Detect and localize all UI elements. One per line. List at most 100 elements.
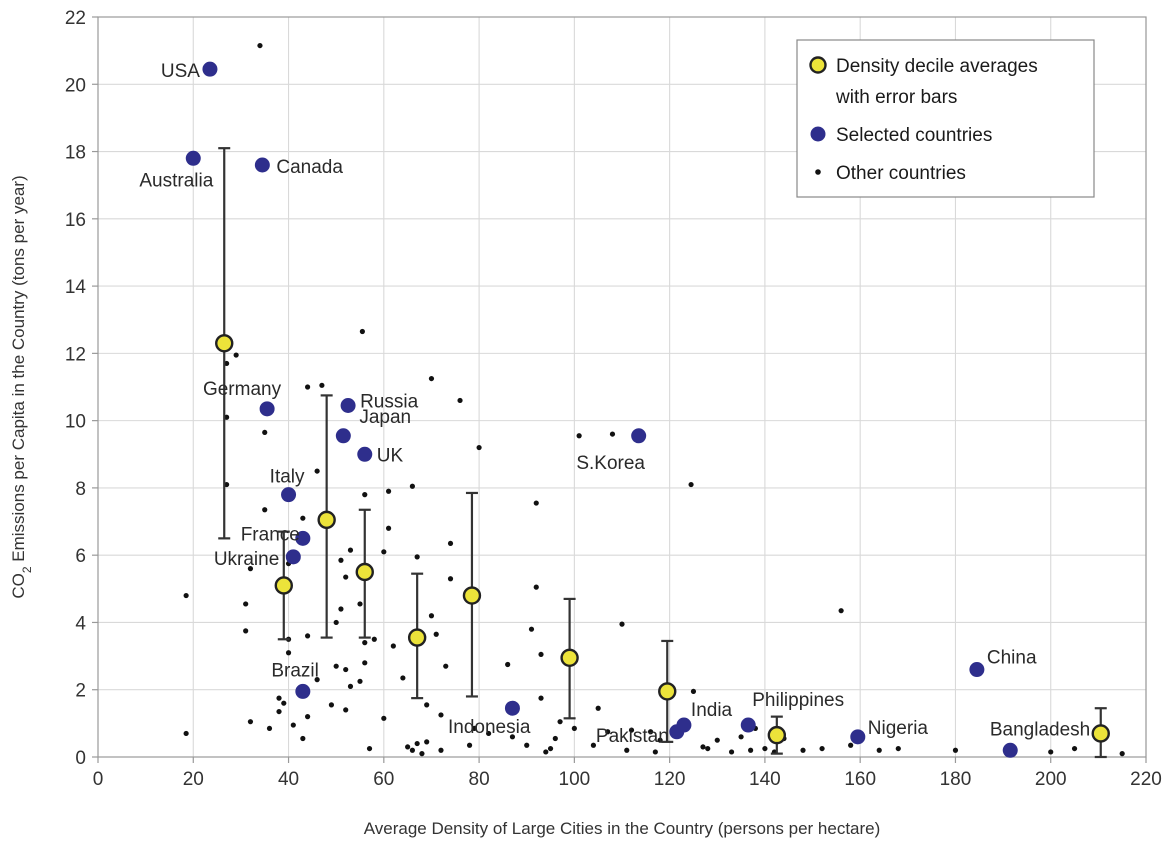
other-country-point [1071, 745, 1078, 752]
legend-decile-label-cont: with error bars [835, 87, 957, 108]
other-country-point [538, 695, 544, 701]
x-tick-label: 20 [183, 769, 204, 790]
selected-point-germany [259, 401, 275, 417]
other-country-point [343, 707, 349, 713]
other-country-point [183, 592, 189, 599]
y-tick-label: 0 [75, 748, 86, 769]
plot-border [97, 16, 1147, 758]
y-tick-label: 18 [65, 143, 86, 164]
other-country-point [848, 742, 854, 748]
other-country-point [362, 492, 368, 498]
other-country-point [385, 488, 392, 494]
other-country-point [381, 715, 387, 721]
other-country-point [524, 742, 530, 748]
other-country-point [183, 730, 189, 737]
other-country-point [571, 725, 577, 732]
x-tick-label: 220 [1130, 769, 1162, 790]
other-country-point [243, 628, 249, 634]
other-country-point [290, 722, 296, 728]
other-country-point [319, 382, 325, 388]
selected-point-france [295, 530, 311, 546]
other-country-point [414, 554, 420, 560]
other-country-point [343, 574, 349, 580]
other-country-point [738, 734, 744, 740]
other-country-point [328, 702, 335, 708]
other-country-point [688, 481, 694, 488]
y-tick-label: 16 [65, 210, 86, 231]
other-country-point [466, 742, 473, 748]
other-country-point [443, 663, 449, 669]
other-country-point [1048, 749, 1054, 755]
other-country-point [338, 606, 344, 612]
other-country-point [1119, 751, 1125, 757]
other-country-point [876, 747, 882, 753]
y-tick-label: 4 [75, 613, 86, 634]
decile-average-point [407, 628, 427, 647]
other-country-point [257, 42, 263, 49]
other-country-point [533, 584, 539, 590]
other-country-point [419, 751, 425, 757]
other-country-point [362, 660, 368, 666]
other-country-point [557, 719, 563, 725]
other-country-point [357, 678, 363, 684]
country-label-bangladesh: Bangladesh [990, 719, 1090, 740]
country-label-brazil: Brazil [271, 660, 319, 681]
other-country-point [428, 375, 435, 382]
other-country-point [266, 725, 273, 732]
other-country-point [281, 700, 287, 706]
other-country-point [547, 745, 554, 752]
other-country-point [762, 745, 768, 752]
other-country-point [533, 500, 539, 506]
decile-average-point [1091, 724, 1110, 743]
decile-average-point [658, 682, 677, 701]
other-country-point [476, 444, 482, 451]
selected-point-indonesia [504, 700, 520, 716]
other-country-point [247, 719, 254, 725]
country-label-philippines: Philippines [752, 690, 844, 711]
other-country-point [314, 677, 320, 683]
other-country-point [433, 631, 439, 637]
country-label-nigeria: Nigeria [868, 718, 929, 739]
other-country-point [409, 747, 415, 753]
country-label-japan: Japan [359, 407, 411, 428]
y-axis-title: CO2 Emissions per Capita in the Country … [9, 175, 34, 598]
x-tick-label: 200 [1035, 769, 1067, 790]
decile-average-point [560, 648, 579, 667]
country-label-ukraine: Ukraine [214, 549, 279, 570]
y-tick-label: 12 [65, 344, 86, 365]
other-country-point [838, 608, 844, 614]
selected-point-s-korea [631, 428, 647, 444]
y-tick-label: 20 [65, 75, 86, 96]
other-country-point [952, 747, 959, 753]
selected-countries-points [185, 61, 1018, 758]
other-country-point [347, 683, 354, 689]
selected-point-canada [254, 157, 270, 173]
x-tick-label: 100 [559, 769, 591, 790]
decile-average-point [215, 334, 234, 353]
x-tick-label: 40 [278, 769, 299, 790]
y-tick-label: 10 [65, 412, 86, 433]
other-country-point [424, 702, 430, 708]
other-country-point [385, 525, 392, 531]
other-country-point [300, 515, 306, 521]
country-label-russia: Russia [360, 392, 419, 413]
other-country-point [538, 651, 544, 658]
legend: Density decile averages with error bars … [796, 39, 1095, 198]
other-country-point [505, 661, 511, 668]
selected-point-usa [202, 61, 218, 77]
country-label-china: China [987, 648, 1037, 669]
selected-point-philippines [740, 717, 756, 733]
other-country-point [314, 468, 320, 474]
other-country-point [371, 636, 377, 642]
other-country-point [305, 384, 311, 390]
x-tick-label: 60 [373, 769, 394, 790]
other-country-point [343, 666, 349, 673]
y-tick-label: 2 [75, 681, 86, 702]
other-country-point [262, 429, 268, 436]
y-tick-label: 14 [65, 277, 87, 298]
other-country-point [438, 747, 444, 753]
other-country-point [605, 729, 611, 735]
country-label-usa: USA [161, 61, 200, 82]
other-country-point [247, 566, 254, 572]
